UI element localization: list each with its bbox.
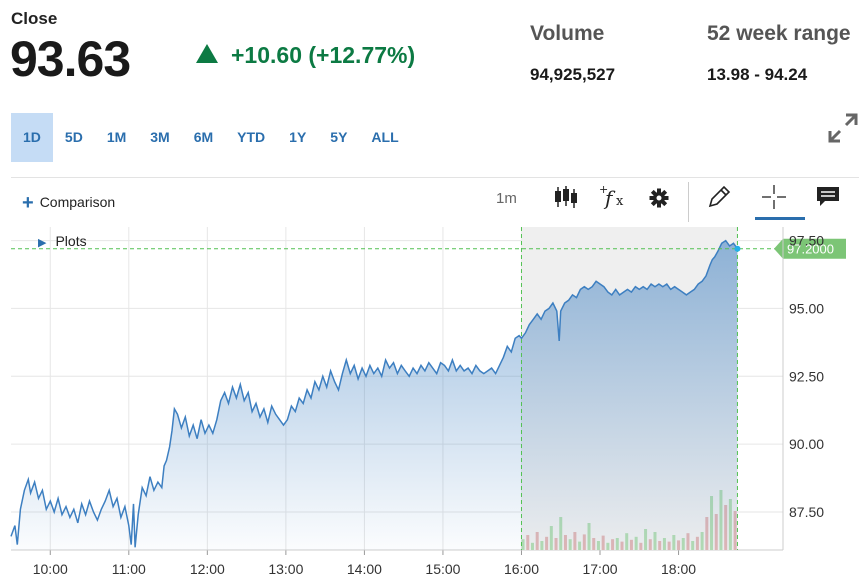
period-ytd[interactable]: YTD [237, 129, 266, 145]
x-tick-label: 11:00 [112, 561, 146, 577]
y-tick-label: 97.50 [789, 233, 824, 249]
period-1m[interactable]: 1M [106, 129, 127, 145]
period-1d[interactable]: 1D [11, 113, 53, 162]
svg-text:+: + [599, 184, 608, 196]
last-price-tag [774, 238, 846, 259]
toolbar-separator [688, 182, 689, 222]
candlestick-icon[interactable] [553, 184, 579, 210]
period-all[interactable]: ALL [371, 129, 399, 145]
crosshair-icon[interactable] [761, 184, 787, 210]
x-tick-label: 16:00 [504, 561, 539, 577]
period-selector: 1D 5D 1M 3M 6M YTD 1Y 5Y ALL [11, 113, 411, 162]
plots-toggle[interactable]: ▶ Plots [38, 233, 87, 249]
last-price-dot [734, 245, 741, 252]
plus-icon: + [22, 192, 34, 214]
close-label: Close [11, 9, 58, 28]
y-tick-label: 92.50 [789, 368, 824, 384]
x-tick-label: 12:00 [190, 561, 225, 577]
range-value: 13.98 - 94.24 [707, 65, 808, 84]
gear-icon[interactable] [647, 186, 671, 210]
x-tick-label: 14:00 [347, 561, 382, 577]
volume-label: Volume [530, 22, 605, 45]
x-tick-label: 13:00 [268, 561, 303, 577]
plots-label: Plots [55, 233, 87, 249]
comparison-button[interactable]: + Comparison [22, 192, 115, 215]
comparison-label: Comparison [39, 194, 116, 210]
interval-selector[interactable]: 1m [496, 190, 517, 207]
x-tick-label: 15:00 [425, 561, 460, 577]
up-arrow-icon [196, 44, 218, 63]
pencil-icon[interactable] [706, 184, 732, 210]
crosshair-active-indicator [755, 217, 805, 220]
period-6m[interactable]: 6M [193, 129, 214, 145]
period-5y[interactable]: 5Y [330, 129, 348, 145]
toolbar-divider [11, 177, 859, 178]
expand-triangle-icon: ▶ [38, 237, 47, 249]
price-area [11, 240, 738, 550]
close-price: 93.63 [10, 31, 131, 87]
indicator-fx-icon[interactable]: + f x [599, 184, 627, 210]
last-price-tag-label: 97.2000 [787, 242, 834, 257]
comment-icon[interactable] [815, 184, 841, 210]
y-tick-label: 95.00 [789, 300, 824, 316]
price-line [10, 239, 739, 548]
price-change: +10.60 (+12.77%) [231, 42, 416, 68]
volume-value: 94,925,527 [530, 65, 616, 84]
expand-icon[interactable] [826, 111, 860, 145]
period-5d[interactable]: 5D [64, 129, 83, 145]
y-tick-label: 87.50 [789, 504, 824, 520]
y-tick-label: 90.00 [789, 436, 824, 452]
x-tick-label: 10:00 [33, 561, 68, 577]
x-tick-label: 18:00 [661, 561, 696, 577]
period-1y[interactable]: 1Y [289, 129, 307, 145]
x-tick-label: 17:00 [582, 561, 617, 577]
range-label: 52 week range [707, 22, 851, 45]
svg-text:x: x [616, 194, 624, 209]
period-3m[interactable]: 3M [150, 129, 170, 145]
